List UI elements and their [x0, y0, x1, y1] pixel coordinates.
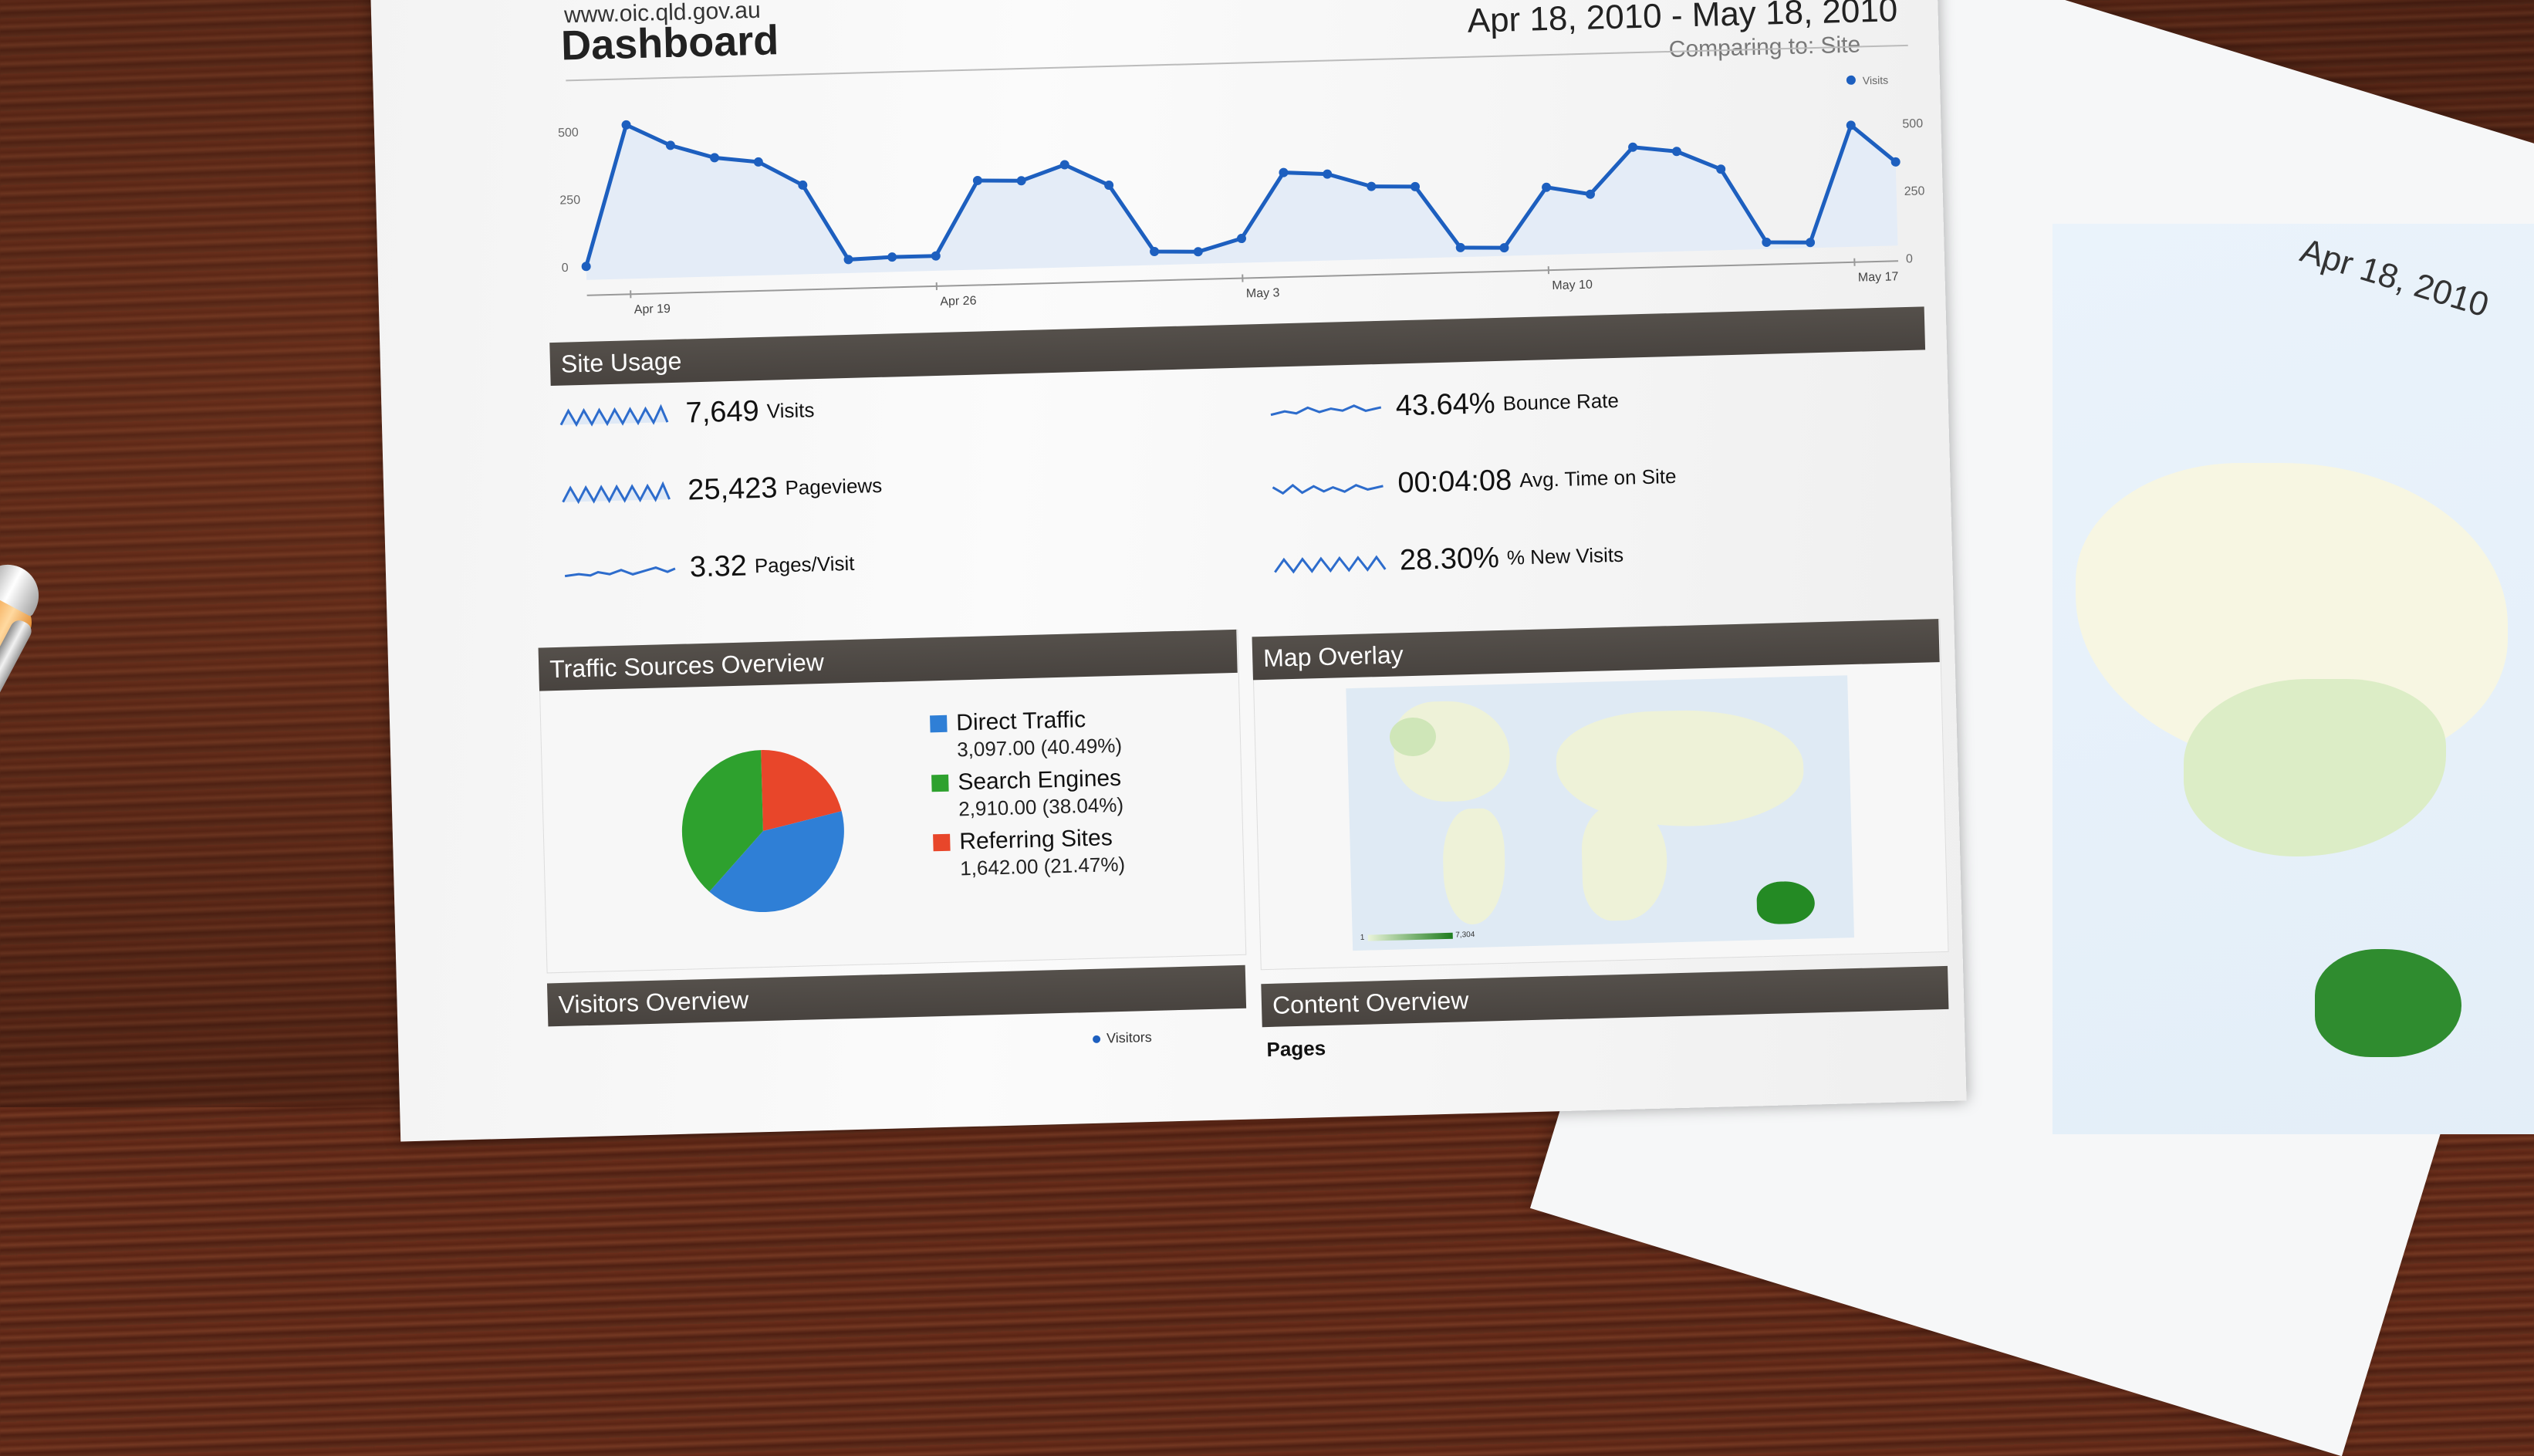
traffic-legend: Direct Traffic 3,097.00 (40.49%) Search … — [930, 706, 1126, 881]
x-tick-label: May 3 — [1246, 286, 1280, 300]
metric-value: 28.30% — [1399, 542, 1499, 577]
map-scale-legend: 1 7,304 — [1360, 931, 1475, 942]
sparkline — [563, 552, 679, 586]
x-tick-label: May 10 — [1552, 279, 1593, 292]
visits-area — [583, 92, 1898, 280]
sparkline — [1269, 391, 1385, 425]
australia-highlight — [2315, 949, 2461, 1057]
dashboard-report-page: www.oic.qld.gov.au Dashboard Apr 18, 201… — [370, 0, 1967, 1141]
x-tick-label: Apr 19 — [634, 302, 671, 316]
sparkline — [561, 475, 677, 509]
page-title: Dashboard — [560, 16, 779, 69]
metric-label: Avg. Time on Site — [1519, 465, 1677, 492]
sparkline — [1271, 468, 1387, 502]
visitors-overview-header: Visitors Overview — [547, 965, 1246, 1027]
y-tick-left: 500 — [558, 127, 579, 140]
legend-dot — [1846, 76, 1856, 85]
x-tick-label: May 17 — [1858, 270, 1899, 284]
y-tick-right: 250 — [1904, 184, 1924, 198]
legend-label: Visits — [1863, 74, 1889, 87]
metric-label: Visits — [766, 398, 814, 424]
metric-value: 3.32 — [689, 549, 747, 584]
metric-label: Bounce Rate — [1502, 389, 1619, 416]
metric-value: 25,423 — [688, 471, 778, 507]
y-tick-left: 250 — [559, 194, 580, 208]
y-tick-left: 0 — [561, 262, 568, 275]
metric-label: % New Visits — [1506, 543, 1623, 570]
metric-label: Pageviews — [785, 474, 883, 500]
visitors-legend: Visitors — [1093, 1029, 1152, 1047]
traffic-pie-chart — [676, 744, 850, 918]
metric-avg-time: 00:04:08 Avg. Time on Site — [1271, 460, 1677, 504]
metric-bounce-rate: 43.64% Bounce Rate — [1269, 384, 1619, 427]
legend-item: Referring Sites 1,642.00 (21.47%) — [933, 825, 1126, 881]
legend-swatch-direct — [930, 715, 948, 733]
legend-swatch-search — [931, 775, 949, 792]
world-map: 1 7,304 — [1346, 675, 1854, 951]
metric-pages-per-visit: 3.32 Pages/Visit — [563, 547, 855, 588]
legend-item: Direct Traffic 3,097.00 (40.49%) — [930, 706, 1123, 762]
metric-new-visits: 28.30% % New Visits — [1273, 539, 1624, 581]
metric-value: 00:04:08 — [1397, 465, 1512, 501]
metric-value: 43.64% — [1395, 387, 1495, 423]
metric-label: Pages/Visit — [754, 552, 854, 578]
metric-value: 7,649 — [685, 395, 759, 430]
legend-swatch-referring — [933, 834, 951, 852]
metric-pageviews: 25,423 Pageviews — [561, 469, 883, 511]
x-tick-label: Apr 26 — [940, 295, 977, 309]
y-tick-right: 500 — [1902, 117, 1923, 131]
sparkline — [559, 398, 675, 432]
visits-line-chart: 500 250 0 500 250 0 Apr 19 Apr 26 May 3 May 10 May… — [551, 67, 1931, 342]
sparkline — [1273, 546, 1390, 579]
content-overview-header: Content Overview — [1261, 966, 1948, 1027]
metric-visits: 7,649 Visits — [559, 394, 815, 434]
australia-region — [1756, 880, 1815, 924]
legend-item: Search Engines 2,910.00 (38.04%) — [931, 765, 1124, 822]
content-pages-label: Pages — [1266, 1036, 1326, 1062]
y-tick-right: 0 — [1906, 252, 1913, 265]
